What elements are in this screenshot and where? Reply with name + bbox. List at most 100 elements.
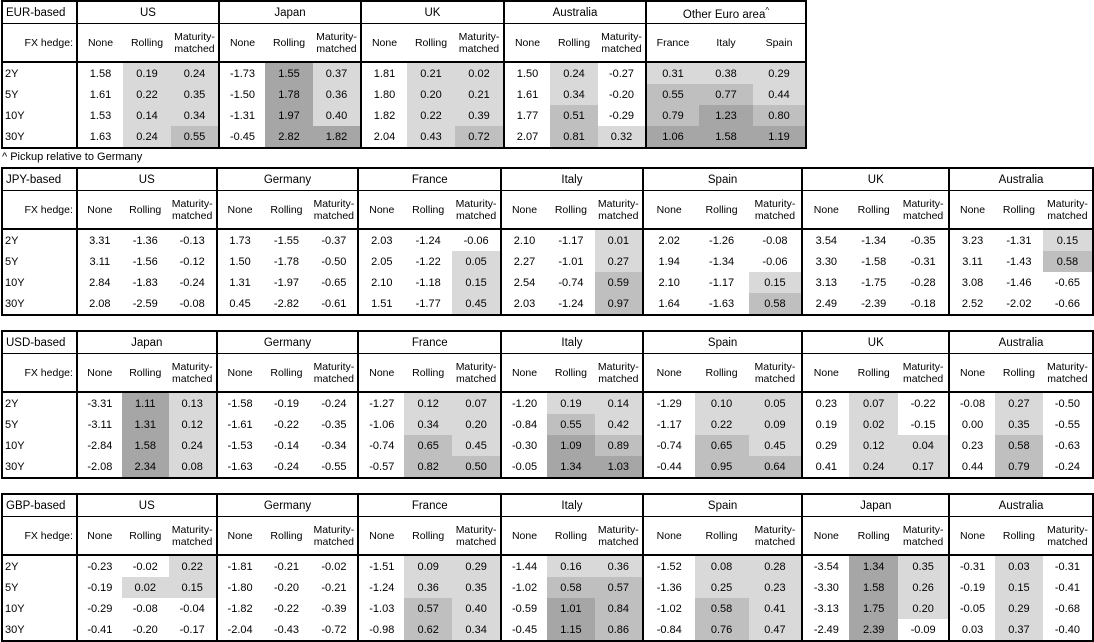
- pickup-value-cell: 0.38: [699, 62, 753, 84]
- pickup-value-cell: -1.82: [215, 598, 263, 619]
- table-row: 2Y 3.31 -1.36 -0.13 1.73 -1.55 -0.37 2.03 -1.24 -…: [2, 229, 1093, 251]
- pickup-value-cell: 0.40: [313, 105, 361, 126]
- hedge-header: Maturity-matched: [898, 353, 950, 393]
- pickup-value-cell: 1.19: [753, 126, 806, 148]
- pickup-value-cell: -0.05: [500, 456, 547, 478]
- group-header: Japan: [75, 331, 217, 354]
- pickup-value-cell: 0.27: [994, 392, 1043, 414]
- pickup-value-cell: 3.08: [948, 272, 995, 293]
- tenor-row-label: 30Y: [5, 623, 25, 636]
- pickup-value-cell: -0.24: [179, 276, 205, 289]
- pickup-value-cell: 0.57: [404, 598, 453, 619]
- pickup-value-cell: -1.18: [415, 276, 441, 289]
- group-header: US: [75, 168, 217, 191]
- group-header: Australia: [948, 168, 1093, 191]
- tenor-row-label: 2Y: [5, 67, 19, 80]
- pickup-value-cell: 0.34: [550, 84, 598, 105]
- pickup-value-cell: -1.31: [218, 105, 265, 126]
- pickup-value-cell: -0.84: [500, 414, 547, 435]
- pickup-value-cell: -2.59: [132, 297, 158, 310]
- pickup-value-cell: 0.24: [168, 435, 217, 456]
- pickup-value-cell: -0.02: [321, 560, 347, 573]
- tenor-row-label: 5Y: [5, 88, 19, 101]
- pickup-value-cell: 0.25: [694, 577, 749, 598]
- group-header-label: Other Euro area: [682, 8, 766, 21]
- tenor-row-label: 30Y: [5, 460, 25, 473]
- table-row: 5Y -3.11 1.31 0.12 -1.61 -0.22 -0.35 -1.06 0.34 0…: [2, 414, 1093, 435]
- pickup-value-cell: -0.37: [321, 234, 347, 247]
- pickup-value-cell: -1.63: [709, 297, 735, 310]
- pickup-value-cell: -1.36: [641, 577, 695, 598]
- pickup-value-cell: 0.45: [452, 293, 502, 315]
- pickup-value-cell: 0.20: [452, 414, 502, 435]
- pickup-value-cell: 0.24: [849, 456, 899, 478]
- pickup-value-cell: 0.58: [546, 577, 595, 598]
- pickup-value-cell: -0.04: [179, 602, 205, 615]
- pickup-value-cell: 2.10: [357, 272, 405, 293]
- hedge-header: None: [500, 190, 547, 230]
- hedge-header: France: [645, 23, 699, 63]
- hedge-header: None: [360, 23, 407, 63]
- pickup-value-cell: -0.31: [1054, 560, 1080, 573]
- pickup-value-cell: 1.06: [645, 126, 699, 148]
- group-header-label: Japan: [131, 336, 163, 349]
- pickup-value-cell: -1.50: [218, 84, 265, 105]
- group-header: Spain: [641, 494, 803, 517]
- group-header-label: UK: [867, 336, 884, 349]
- hedge-header: Maturity-matched: [598, 23, 646, 63]
- table-row: FX hedge: None Rolling Maturity-matched None…: [2, 23, 806, 63]
- pickup-value-cell: 2.34: [121, 456, 169, 478]
- group-header: US: [75, 494, 217, 517]
- hedge-header: Maturity-matched: [452, 516, 502, 556]
- table-row: 5Y 3.11 -1.56 -0.12 1.50 -1.78 -0.50 2.05 -1.22 0…: [2, 251, 1093, 272]
- tenor-row-label: 10Y: [5, 602, 25, 615]
- pickup-value-cell: 0.43: [407, 126, 455, 148]
- hedge-header: Maturity-matched: [748, 190, 803, 230]
- pickup-value-cell: -2.39: [861, 297, 887, 310]
- pickup-value-cell: -0.59: [500, 598, 547, 619]
- pickup-value-cell: -0.41: [1054, 581, 1080, 594]
- pickup-value-cell: -1.44: [500, 555, 547, 577]
- pickup-value-cell: 0.15: [452, 272, 502, 293]
- pickup-value-cell: -1.55: [273, 234, 299, 247]
- hedge-header: Maturity-matched: [748, 516, 803, 556]
- pickup-value-cell: 0.42: [594, 414, 643, 435]
- pickup-value-cell: 0.16: [546, 555, 595, 577]
- pickup-value-cell: 0.55: [171, 126, 219, 148]
- pickup-value-cell: -0.12: [179, 255, 205, 268]
- tenor-row-label: 10Y: [5, 109, 25, 122]
- tenor-row-label: 10Y: [5, 439, 25, 452]
- pickup-value-cell: 0.09: [404, 555, 453, 577]
- pickup-value-cell: 1.77: [503, 105, 550, 126]
- hedge-header: Rolling: [694, 516, 749, 556]
- pickup-value-cell: -0.74: [558, 276, 584, 289]
- pickup-value-cell: -3.31: [75, 392, 122, 414]
- pickup-value-cell: -1.53: [215, 435, 263, 456]
- pickup-value-cell: -0.45: [500, 619, 547, 641]
- pickup-value-cell: -0.19: [948, 577, 995, 598]
- pickup-value-cell: 0.12: [404, 392, 453, 414]
- pickup-value-cell: 1.55: [265, 62, 313, 84]
- pickup-value-cell: 0.35: [452, 577, 502, 598]
- hedge-header: Rolling: [121, 353, 169, 393]
- pickup-value-cell: 0.23: [801, 392, 850, 414]
- pickup-table-usd: USD-based Japan Germany France Italy Spain UK A…: [1, 330, 1094, 479]
- hedge-header: Maturity-matched: [1042, 516, 1093, 556]
- hedge-header: None: [75, 516, 122, 556]
- pickup-value-cell: -1.22: [415, 255, 441, 268]
- tenor-row-label: 30Y: [5, 130, 25, 143]
- pickup-value-cell: 0.40: [452, 598, 502, 619]
- pickup-value-cell: -0.27: [608, 67, 635, 80]
- pickup-value-cell: 0.20: [407, 84, 455, 105]
- hedge-header: Maturity-matched: [594, 353, 643, 393]
- pickup-value-cell: -2.08: [75, 456, 122, 478]
- pickup-value-cell: 0.50: [452, 456, 502, 478]
- pickup-value-cell: 0.89: [594, 435, 643, 456]
- pickup-value-cell: 2.82: [265, 126, 313, 148]
- hedge-header: Maturity-matched: [1042, 353, 1093, 393]
- pickup-value-cell: -3.13: [801, 598, 850, 619]
- hedge-header: Maturity-matched: [171, 23, 219, 63]
- group-header-label: Italy: [561, 336, 583, 349]
- pickup-value-cell: 1.03: [594, 456, 643, 478]
- table-row: FX hedge: None Rolling Maturity-matched None…: [2, 516, 1093, 556]
